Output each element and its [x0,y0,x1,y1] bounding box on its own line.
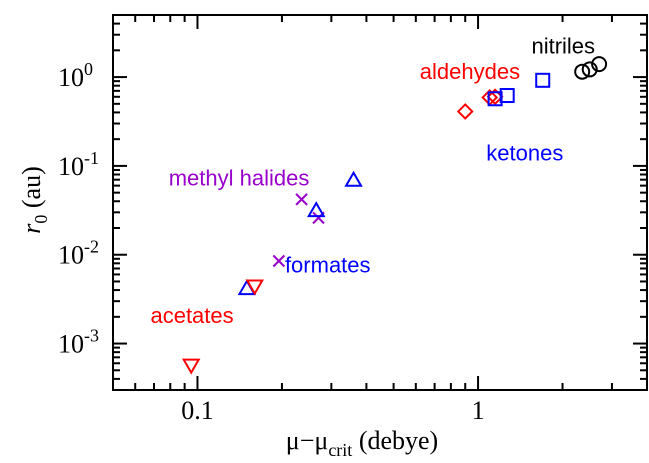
y-tick-label-base: 10 [58,152,84,181]
plot-frame [112,14,648,391]
series-label: methyl halides [169,166,310,191]
y-axis-title-sub: 0 [31,215,51,224]
triangle-up-marker [344,170,363,187]
square-marker [499,88,515,104]
triangle-down-marker [245,279,264,296]
series-annotations: nitriles aldehydes ketones methyl halides fo… [150,33,595,328]
axis-ticks [112,14,648,391]
square-marker [535,72,551,88]
y-tick-label-exp: -2 [84,237,99,257]
x-tick-label: 0.1 [181,396,214,425]
x-axis-title: μ−μcrit (debye) [286,426,438,460]
triangle-up-marker [306,201,326,218]
y-axis-title: r0 (au) [17,166,51,233]
y-tick-label: 100 [58,59,93,92]
y-tick-label: 10-3 [58,326,99,359]
y-tick-label: 10-2 [58,237,99,270]
y-axis-title-var: r [17,223,46,234]
y-tick-label-base: 10 [58,63,84,92]
series-label: aldehydes [420,59,520,84]
series-label: acetates [150,303,233,328]
x-marker [272,254,286,268]
x-axis-title-main: μ−μ [286,426,329,455]
y-axis-title-unit: (au) [17,166,46,208]
y-tick-label: 10-1 [58,148,99,181]
x-axis-title-unit-text: (debye) [359,426,438,455]
y-tick-label-base: 10 [58,330,84,359]
diamond-marker [456,103,474,120]
y-tick-label-exp: -3 [84,326,99,346]
y-tick-label-exp: -1 [84,148,99,168]
series-label: formates [285,253,371,278]
x-tick-label: 1 [472,396,485,425]
x-axis-title-sub: crit [328,440,352,460]
x-marker [295,193,308,206]
y-tick-label-base: 10 [58,241,84,270]
triangle-down-marker [181,358,201,375]
circle-marker [581,61,598,78]
series-label: nitriles [531,33,595,58]
circle-marker [591,56,608,73]
data-markers [181,56,608,375]
series-label: ketones [486,141,563,166]
y-tick-label-exp: 0 [84,59,93,79]
circle-marker [574,63,591,80]
